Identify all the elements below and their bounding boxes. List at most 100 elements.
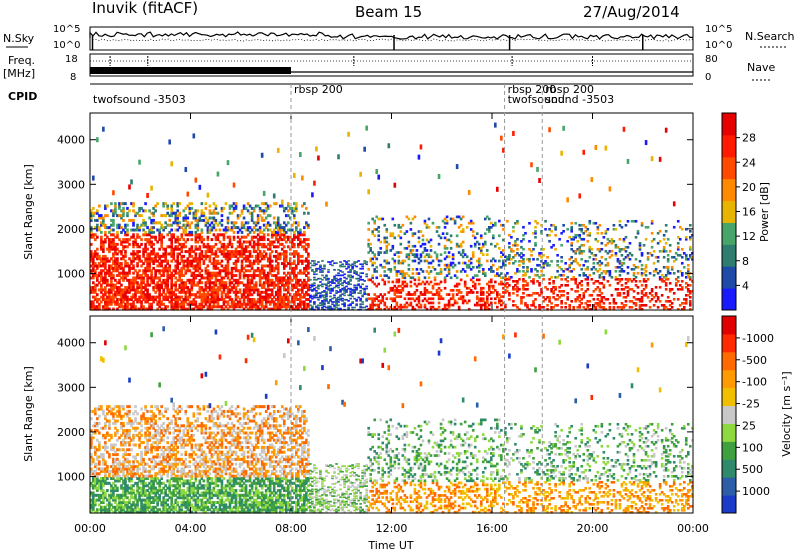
range-gate-cell (124, 271, 127, 275)
range-gate-cell (417, 276, 421, 280)
range-gate-cell (180, 274, 184, 278)
range-gate-cell (122, 298, 125, 302)
range-gate-cell (367, 293, 370, 296)
range-gate-cell (632, 219, 636, 223)
range-gate-cell (433, 251, 437, 254)
range-gate-cell (305, 302, 308, 306)
range-gate-cell (128, 264, 131, 268)
range-gate-cell (226, 218, 230, 222)
range-gate-cell (90, 305, 93, 309)
range-gate-cell (256, 252, 260, 256)
range-gate-cell (194, 177, 198, 183)
range-gate-cell (204, 276, 208, 280)
range-gate-cell (554, 287, 557, 291)
range-gate-cell (644, 225, 648, 229)
range-gate-cell (94, 218, 97, 222)
range-gate-cell (188, 262, 192, 266)
range-gate-cell (248, 298, 252, 302)
range-gate-cell (407, 255, 411, 259)
range-gate-cell (202, 293, 206, 297)
range-gate-cell (158, 293, 161, 297)
range-gate-cell (427, 291, 431, 294)
range-gate-cell (126, 262, 129, 266)
range-gate-cell (242, 216, 246, 220)
range-gate-cell (250, 264, 254, 268)
range-gate-cell (520, 239, 523, 243)
range-gate-cell (258, 226, 262, 230)
range-gate-cell (622, 291, 626, 295)
range-gate-cell (176, 257, 180, 261)
range-gate-cell (461, 230, 465, 233)
range-gate-cell (98, 264, 101, 268)
range-gate-cell (212, 252, 216, 256)
range-gate-cell (347, 265, 350, 268)
range-gate-cell (184, 264, 188, 268)
range-gate-cell (156, 307, 159, 311)
range-gate-cell (208, 216, 212, 220)
range-gate-cell (385, 259, 389, 263)
range-gate-cell (554, 303, 557, 307)
range-gate-cell (212, 257, 216, 261)
range-gate-cell (343, 303, 346, 306)
range-gate-cell (457, 244, 461, 248)
range-gate-cell (126, 245, 129, 249)
range-gate-cell (146, 254, 149, 258)
range-gate-cell (102, 242, 105, 246)
range-gate-cell (166, 295, 169, 299)
range-gate-cell (158, 295, 161, 299)
range-gate-cell (170, 302, 174, 306)
range-gate-cell (280, 281, 284, 285)
range-gate-cell (270, 300, 274, 304)
range-gate-cell (445, 221, 449, 225)
range-gate-cell (274, 298, 278, 302)
range-gate-cell (331, 264, 334, 267)
range-gate-cell (544, 297, 547, 301)
range-gate-cell (214, 250, 218, 254)
range-gate-cell (122, 266, 125, 270)
range-gate-cell (218, 278, 222, 282)
range-gate-cell (596, 301, 600, 305)
range-gate-cell (540, 229, 543, 233)
range-gate-cell (208, 254, 212, 258)
range-gate-cell (522, 265, 525, 269)
power-colorbar-label: Power [dB] (758, 182, 771, 242)
range-gate-cell (303, 233, 306, 237)
range-gate-cell (514, 279, 517, 283)
range-gate-cell (562, 229, 565, 233)
range-gate-cell (479, 305, 483, 309)
range-gate-cell (258, 238, 262, 242)
range-gate-cell (610, 293, 614, 297)
range-gate-cell (168, 288, 171, 292)
range-gate-cell (220, 264, 224, 268)
range-gate-cell (293, 266, 296, 270)
range-gate-cell (196, 228, 200, 232)
range-gate-cell (596, 225, 600, 229)
range-gate-cell (174, 281, 178, 285)
range-gate-cell (475, 265, 479, 269)
range-gate-cell (351, 288, 354, 291)
range-gate-cell (248, 240, 252, 244)
range-gate-cell (114, 290, 117, 294)
range-gate-cell (274, 233, 278, 237)
range-gate-cell (417, 240, 421, 244)
range-gate-cell (152, 286, 155, 290)
range-gate-cell (510, 247, 513, 251)
range-gate-cell (373, 221, 377, 225)
range-gate-cell (100, 247, 103, 251)
range-gate-cell (608, 271, 612, 275)
range-gate-cell (349, 287, 352, 290)
range-gate-cell (90, 230, 93, 234)
range-gate-cell (624, 303, 628, 307)
range-gate-cell (94, 254, 97, 258)
range-gate-cell (391, 232, 395, 236)
range-gate-cell (246, 278, 250, 282)
range-gate-cell (238, 281, 242, 285)
range-gate-cell (96, 223, 99, 227)
range-gate-cell (200, 302, 204, 306)
range-gate-cell (252, 274, 256, 278)
range-gate-cell (182, 283, 186, 287)
range-gate-cell (662, 279, 666, 283)
range-gate-cell (477, 265, 481, 269)
range-gate-cell (361, 278, 364, 281)
range-gate-cell (154, 274, 157, 278)
